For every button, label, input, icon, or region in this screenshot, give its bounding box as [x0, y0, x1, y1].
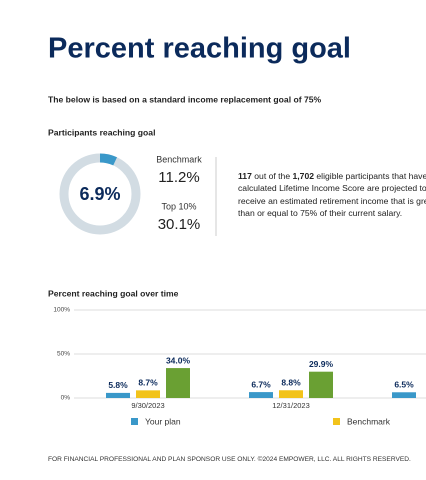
value-label: 8.7%: [138, 378, 158, 388]
value-label: 6.7%: [251, 379, 271, 389]
benchmark-label: Benchmark: [156, 154, 202, 164]
legend-swatch: [131, 418, 138, 425]
bar: [136, 390, 160, 398]
bar: [249, 392, 273, 398]
legend-label: Your plan: [145, 416, 181, 426]
summary-paragraph: 117 out of the 1,702 eligible participan…: [238, 170, 426, 220]
value-label: 34.0%: [166, 355, 191, 365]
bar: [392, 392, 416, 398]
page-title: Percent reaching goal: [48, 33, 351, 65]
paragraph-part: 117: [238, 171, 252, 181]
benchmark-value: 11.2%: [158, 169, 199, 186]
chart-title: Percent reaching goal over time: [48, 288, 179, 298]
y-tick-label: 100%: [53, 307, 70, 314]
subtitle: The below is based on a standard income …: [48, 94, 322, 104]
donut-arc: [59, 153, 141, 235]
bar: [309, 371, 333, 398]
bar: [279, 390, 303, 398]
top10-label: Top 10%: [161, 201, 196, 211]
value-label: 6.5%: [394, 380, 414, 390]
footer: FOR FINANCIAL PROFESSIONAL AND PLAN SPON…: [48, 455, 411, 463]
legend-swatch: [333, 418, 340, 425]
paragraph-part: out of the: [251, 171, 293, 181]
value-label: 29.9%: [309, 359, 334, 369]
x-tick-label: 12/31/2023: [272, 401, 310, 410]
bar: [106, 392, 130, 398]
paragraph-part: 1,702: [292, 171, 315, 181]
value-label: 8.8%: [281, 378, 301, 388]
x-tick-label: 9/30/2023: [131, 401, 164, 410]
top10-value: 30.1%: [158, 216, 201, 233]
donut-label: 6.9%: [79, 184, 120, 204]
paragraph-part: eligible participants that have a calcul…: [238, 171, 426, 219]
section-heading: Participants reaching goal: [48, 127, 155, 137]
y-tick-label: 50%: [57, 351, 70, 358]
legend-label: Benchmark: [347, 416, 391, 426]
bar: [166, 368, 190, 398]
value-label: 5.8%: [108, 380, 128, 390]
y-tick-label: 0%: [61, 395, 71, 402]
